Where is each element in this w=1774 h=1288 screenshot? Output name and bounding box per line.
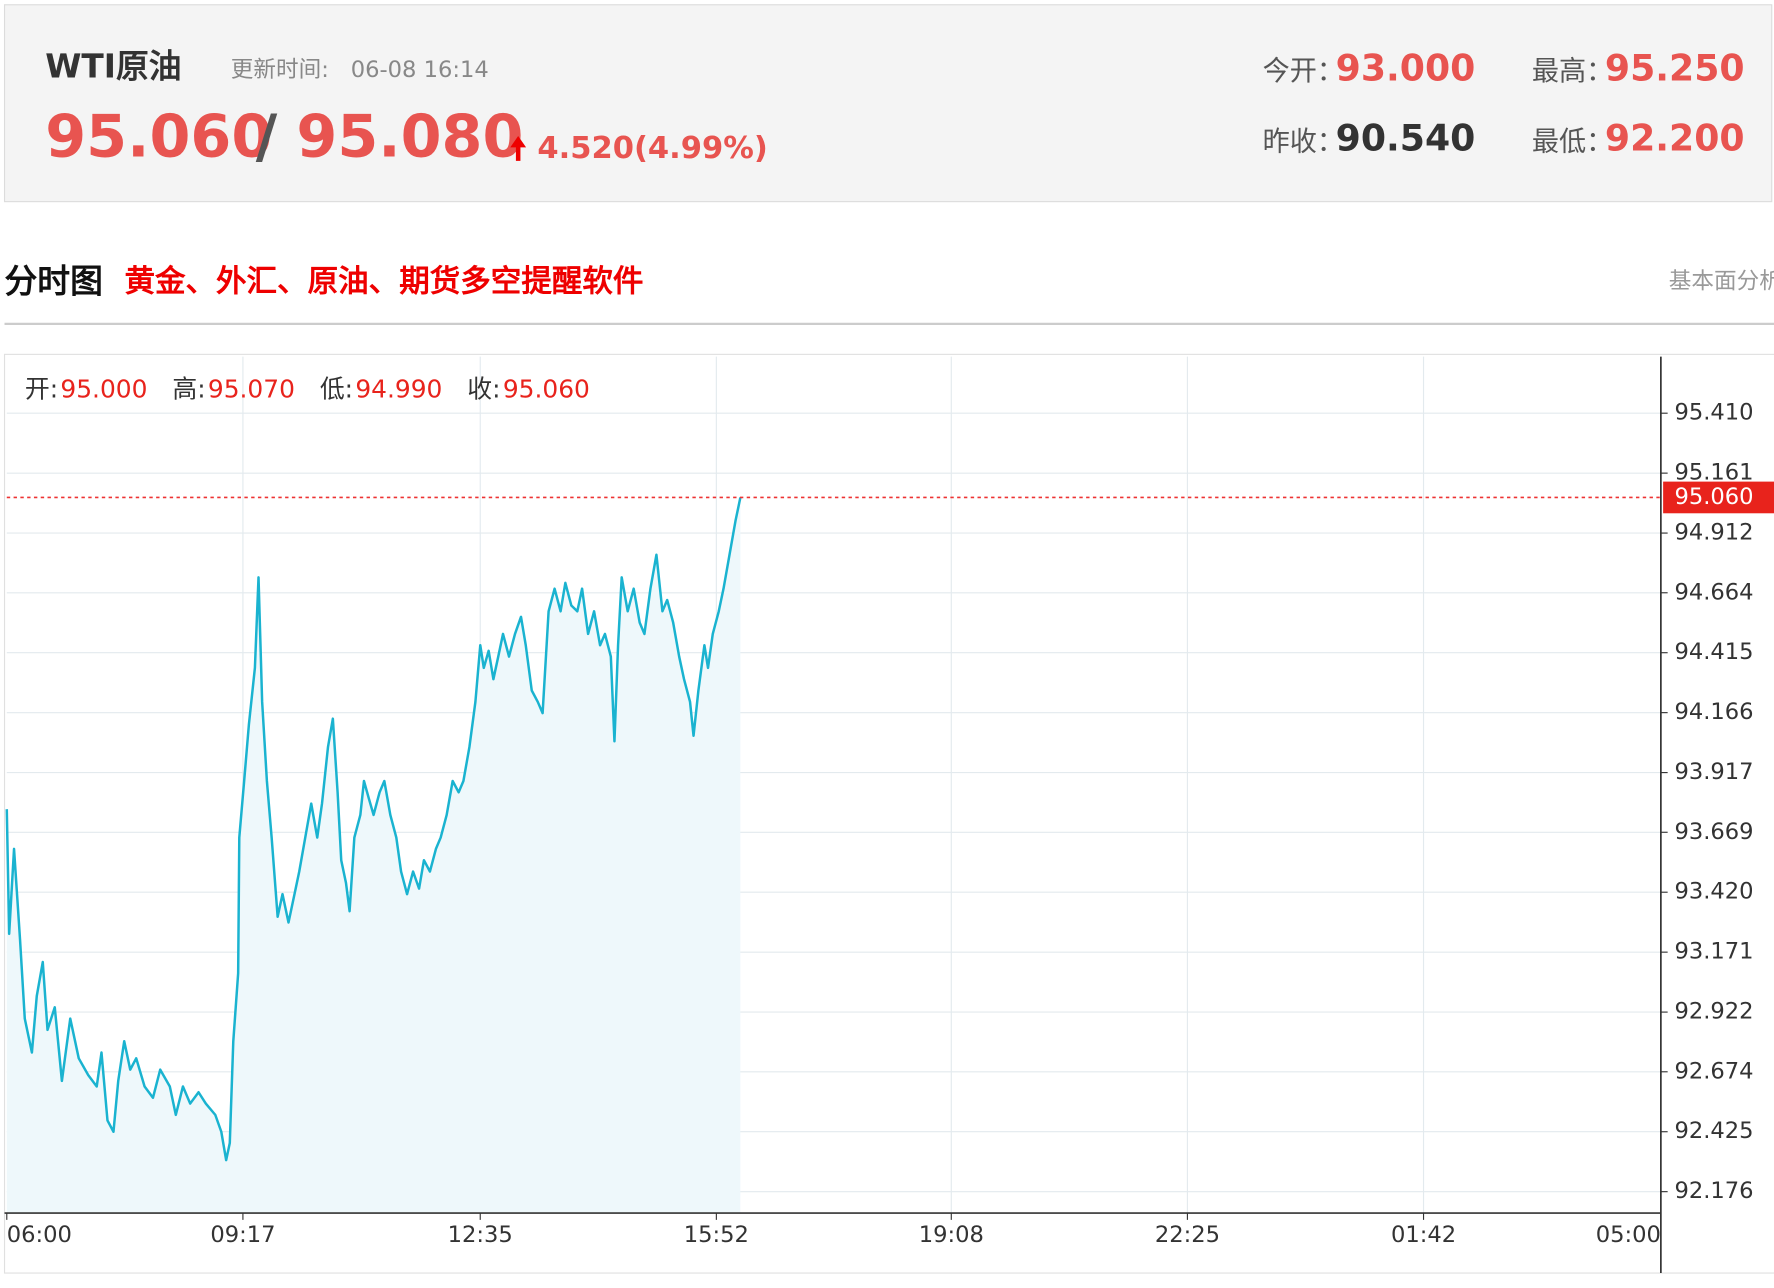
promo-link[interactable]: 黄金、外汇、原油、期货多空提醒软件: [124, 264, 643, 300]
instrument-name: WTI原油: [45, 48, 181, 86]
y-tick-label: 93.171: [1674, 939, 1753, 965]
y-tick-label: 94.664: [1674, 579, 1753, 605]
ask-price: 95.080: [296, 102, 523, 171]
x-tick-label: 12:35: [448, 1222, 513, 1248]
stat-value: 92.200: [1605, 117, 1745, 160]
info-label: 低:: [320, 375, 353, 404]
x-tick-label: 06:00: [7, 1222, 72, 1248]
update-time: 06-08 16:14: [351, 57, 489, 83]
x-tick-label: 22:25: [1155, 1222, 1220, 1248]
bid-price: 95.060: [45, 102, 272, 171]
y-tick-label: 92.425: [1674, 1118, 1753, 1144]
y-tick-label: 95.410: [1674, 400, 1753, 426]
y-tick-label: 92.176: [1674, 1178, 1753, 1204]
stat-value: 93.000: [1336, 46, 1476, 89]
stat-label: 最低：: [1532, 126, 1613, 157]
header-box: [3, 4, 1773, 203]
up-arrow: [510, 136, 527, 161]
x-tick-label: 09:17: [210, 1222, 275, 1248]
x-tick-label: 15:52: [684, 1222, 749, 1248]
x-tick-label: 05:00: [1596, 1222, 1661, 1248]
y-tick-label: 94.912: [1674, 520, 1753, 546]
info-value: 95.000: [60, 375, 147, 404]
info-value: 95.070: [208, 375, 295, 404]
chart-frame: [3, 353, 1774, 1274]
info-label: 开:: [25, 375, 58, 404]
update-label: 更新时间:: [231, 57, 329, 83]
stat-label: 昨收：: [1263, 126, 1344, 157]
y-tick-label: 94.415: [1674, 639, 1753, 665]
price-separator: /: [256, 102, 278, 171]
price-change: 4.520(4.99%): [537, 131, 767, 166]
y-tick-label: 92.922: [1674, 999, 1753, 1025]
info-label: 高:: [172, 375, 205, 404]
y-tick-label: 94.166: [1674, 699, 1753, 725]
current-price-box: [1663, 481, 1774, 514]
y-tick-label: 95.161: [1674, 460, 1753, 486]
y-tick-label: 92.674: [1674, 1058, 1753, 1084]
stat-value: 90.540: [1336, 117, 1476, 160]
y-tick-label: 93.420: [1674, 879, 1753, 905]
info-value: 94.990: [355, 375, 442, 404]
stat-value: 95.250: [1605, 46, 1745, 89]
section-title: 分时图: [5, 263, 103, 301]
plot: 92.176 92.425 92.674 92.922 93.171 93.420 93.6…: [4, 356, 1774, 1274]
price-line: [5, 497, 742, 1162]
info-label: 收:: [467, 375, 500, 404]
y-tick-label: 93.917: [1674, 759, 1753, 785]
y-tick-label: 93.669: [1674, 819, 1753, 845]
x-tick-label: 19:08: [919, 1222, 984, 1248]
info-value: 95.060: [503, 375, 590, 404]
price-area: [6, 497, 741, 1214]
stat-label: 最高：: [1532, 56, 1613, 87]
stat-label: 今开：: [1263, 56, 1344, 87]
x-tick-label: 01:42: [1391, 1222, 1456, 1248]
current-price-label: 95.060: [1674, 484, 1753, 510]
analysis-tab[interactable]: 基本面分析: [1669, 268, 1774, 294]
